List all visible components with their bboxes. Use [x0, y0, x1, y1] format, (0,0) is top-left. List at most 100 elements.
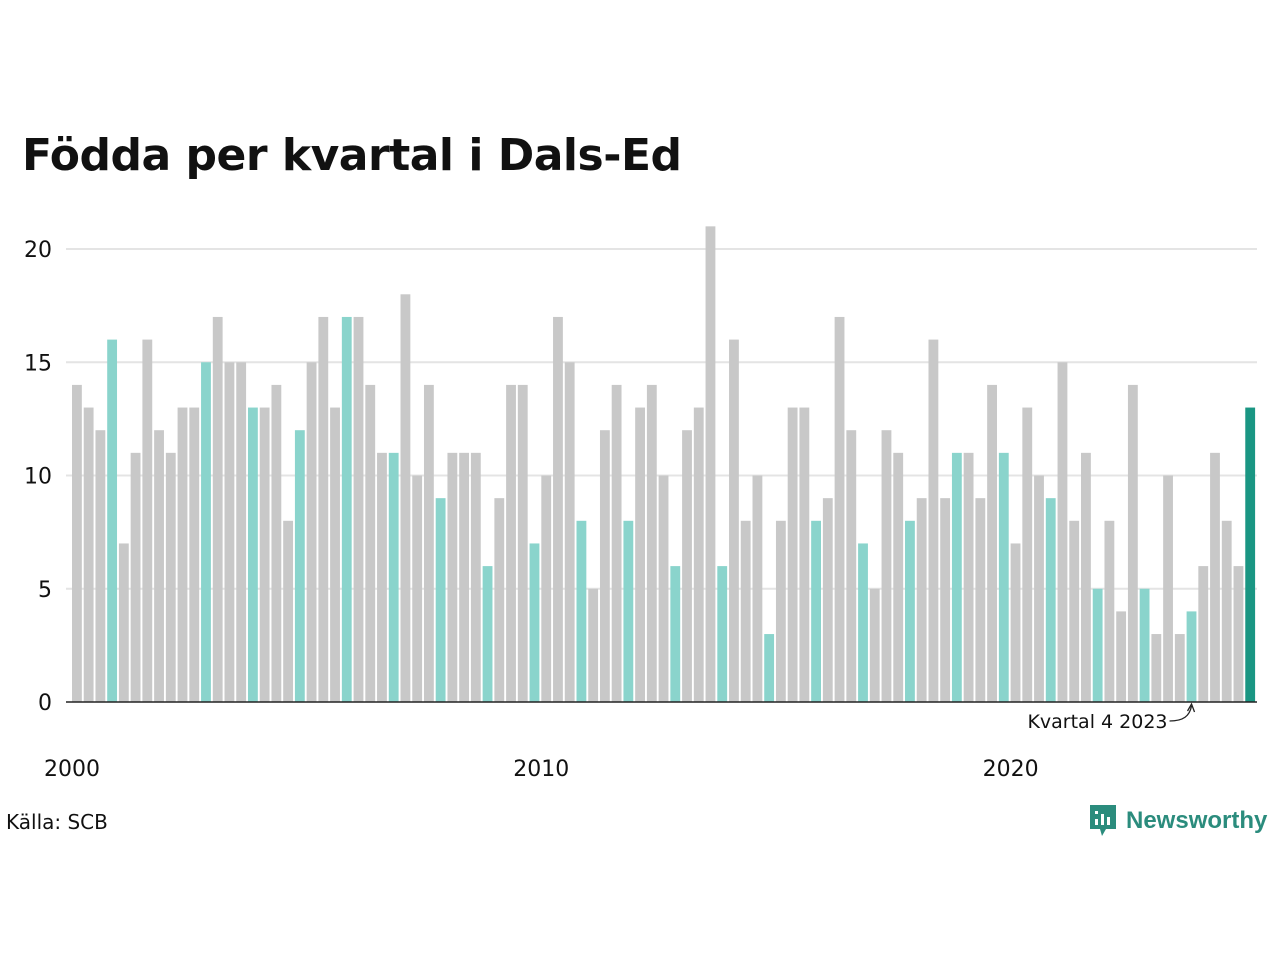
- bar: [142, 339, 153, 702]
- bar: [72, 384, 82, 702]
- bars: [72, 226, 1256, 702]
- bar: [1210, 452, 1220, 702]
- bar: [611, 384, 622, 702]
- y-tick-label: 15: [24, 351, 52, 376]
- bar: [107, 339, 118, 702]
- bar: [1174, 634, 1185, 702]
- bar: [118, 543, 129, 702]
- bar: [1104, 520, 1115, 702]
- bar-chart: 0 5 10 15 20 2000 2010 2020 Kvartal 4 2023: [24, 226, 1257, 782]
- bar: [588, 588, 599, 702]
- bar: [858, 543, 868, 702]
- bar: [752, 475, 763, 702]
- bar: [95, 430, 106, 702]
- annotation: Kvartal 4 2023: [1027, 702, 1196, 733]
- bar: [623, 520, 634, 702]
- bar: [283, 520, 294, 702]
- bar: [459, 452, 470, 702]
- bar: [435, 498, 446, 702]
- bar: [1245, 407, 1256, 702]
- annotation-arrow: [1169, 705, 1193, 722]
- chart-bubble-icon: [1090, 805, 1116, 836]
- bar: [1069, 520, 1080, 702]
- chart-title: Födda per kvartal i Dals-Ed: [22, 130, 682, 181]
- bar: [212, 316, 223, 702]
- bar: [377, 452, 387, 702]
- bar: [341, 316, 352, 702]
- bar: [775, 520, 786, 702]
- bar: [177, 407, 188, 702]
- bar: [799, 407, 810, 702]
- bar: [846, 430, 857, 702]
- bar: [928, 339, 939, 702]
- bar: [1163, 475, 1173, 702]
- bar: [834, 316, 845, 702]
- brand-name: Newsworthy: [1126, 807, 1268, 834]
- bar: [259, 407, 270, 702]
- bar: [1034, 475, 1044, 702]
- annotation-arrowhead: [1186, 702, 1196, 713]
- bar: [987, 384, 997, 702]
- bar: [541, 475, 552, 702]
- bar: [881, 430, 892, 702]
- bar: [822, 498, 833, 702]
- bar: [330, 407, 340, 702]
- bar: [1057, 362, 1068, 702]
- bar: [412, 475, 423, 702]
- bar: [400, 294, 411, 702]
- bar: [940, 498, 951, 702]
- bar: [247, 407, 258, 702]
- bar: [201, 362, 211, 702]
- bar: [599, 430, 610, 702]
- bar: [963, 452, 974, 702]
- bar: [682, 430, 692, 702]
- bar: [1045, 498, 1056, 702]
- bar: [705, 226, 716, 702]
- bar: [1233, 566, 1244, 702]
- bar: [1186, 611, 1197, 702]
- bar: [224, 362, 235, 702]
- bar: [998, 452, 1009, 702]
- bar: [869, 588, 880, 702]
- bar: [517, 384, 528, 702]
- bar: [905, 520, 915, 702]
- bar: [353, 316, 364, 702]
- bar: [1198, 566, 1209, 702]
- bar: [154, 430, 164, 702]
- bar: [306, 362, 317, 702]
- bar: [529, 543, 540, 702]
- bar: [494, 498, 505, 702]
- bar: [1127, 384, 1138, 702]
- bar: [83, 407, 94, 702]
- bar: [1092, 588, 1103, 702]
- bar: [189, 407, 200, 702]
- bar: [1221, 520, 1232, 702]
- bar: [1116, 611, 1127, 702]
- x-tick-label: 2020: [983, 757, 1039, 782]
- bar: [635, 407, 645, 702]
- axes: 0 5 10 15 20 2000 2010 2020: [24, 238, 1257, 782]
- bar: [717, 566, 728, 702]
- bar: [165, 452, 176, 702]
- bar: [294, 430, 305, 702]
- bar: [729, 339, 739, 702]
- y-tick-label: 20: [24, 238, 52, 263]
- bar: [1081, 452, 1091, 702]
- bar: [506, 384, 516, 702]
- x-tick-label: 2010: [513, 757, 569, 782]
- bar: [693, 407, 704, 702]
- bar: [470, 452, 481, 702]
- bar: [646, 384, 657, 702]
- bar: [130, 452, 141, 702]
- bar: [1139, 588, 1150, 702]
- bar: [271, 384, 282, 702]
- bar: [1022, 407, 1033, 702]
- bar: [951, 452, 962, 702]
- bar: [975, 498, 986, 702]
- bar: [764, 634, 775, 702]
- bar: [482, 566, 493, 702]
- source-note: Källa: SCB: [6, 810, 108, 834]
- bar: [1151, 634, 1162, 702]
- y-tick-label: 0: [38, 691, 52, 716]
- bar: [787, 407, 798, 702]
